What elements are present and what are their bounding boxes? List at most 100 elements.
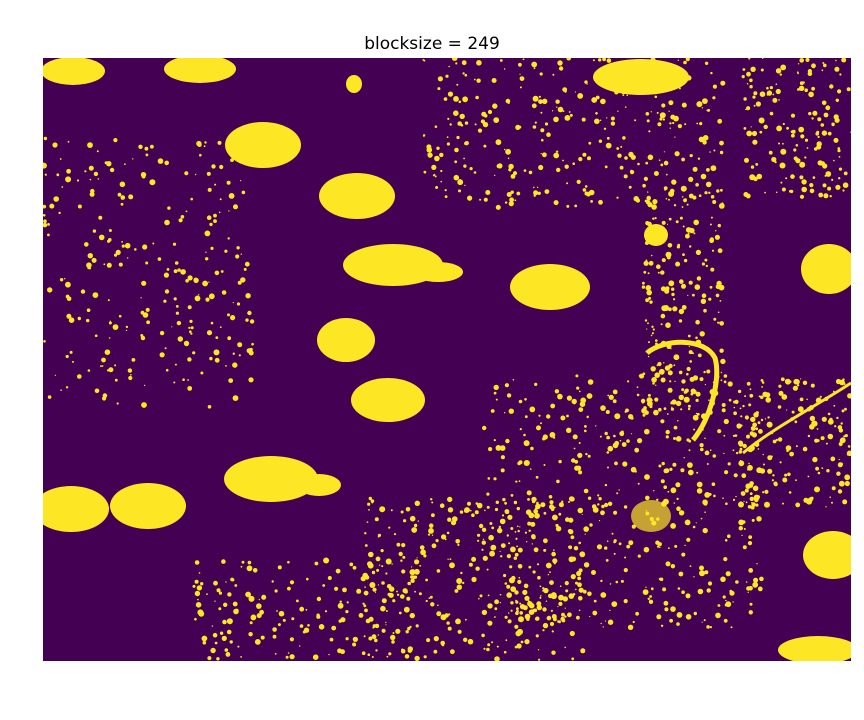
speckle <box>654 217 657 220</box>
speckle <box>649 300 653 304</box>
speckle <box>838 458 840 461</box>
speckle <box>435 186 439 189</box>
speckle <box>274 653 277 655</box>
speckle <box>700 173 707 180</box>
speckle <box>722 595 726 599</box>
speckle <box>839 440 841 442</box>
speckle <box>192 351 196 355</box>
speckle <box>652 382 655 385</box>
speckle <box>704 258 708 262</box>
speckle <box>235 254 240 259</box>
speckle-regions <box>43 58 851 661</box>
speckle <box>544 189 550 195</box>
speckle <box>720 576 726 583</box>
speckle <box>427 533 431 536</box>
speckle <box>91 257 97 263</box>
speckle <box>552 514 558 521</box>
speckle <box>660 377 666 383</box>
speckle <box>489 603 492 606</box>
speckle <box>494 507 499 512</box>
speckle <box>779 73 782 76</box>
speckle <box>798 85 805 91</box>
speckle <box>772 97 778 103</box>
speckle <box>566 395 573 401</box>
speckle <box>65 386 69 389</box>
speckle <box>233 608 239 615</box>
speckle <box>125 325 129 329</box>
speckle <box>400 648 406 654</box>
speckle <box>453 174 460 181</box>
speckle <box>666 255 671 260</box>
speckle <box>709 223 712 226</box>
speckle <box>610 116 615 121</box>
speckle <box>479 594 483 598</box>
speckle <box>447 117 450 120</box>
speckle <box>695 391 701 397</box>
speckle <box>189 330 192 334</box>
speckle <box>182 378 185 382</box>
speckle <box>417 520 419 522</box>
speckle <box>195 602 202 608</box>
speckle <box>245 591 252 598</box>
speckle <box>593 599 597 603</box>
speckle <box>584 429 587 433</box>
speckle <box>461 60 467 66</box>
speckle <box>643 270 647 274</box>
speckle <box>538 414 541 417</box>
speckle <box>549 432 556 438</box>
speckle <box>708 399 710 402</box>
speckle <box>578 407 584 412</box>
speckle <box>840 422 843 425</box>
speckle <box>213 580 218 586</box>
speckle <box>742 404 745 408</box>
speckle <box>808 111 812 116</box>
speckle <box>377 584 380 586</box>
speckle <box>230 315 236 321</box>
speckle <box>537 191 541 195</box>
speckle <box>519 611 523 615</box>
speckle <box>764 418 767 420</box>
speckle <box>668 110 670 112</box>
speckle <box>388 652 392 656</box>
speckle <box>522 589 528 596</box>
speckle <box>769 86 774 90</box>
speckle <box>558 66 564 71</box>
speckle <box>441 534 447 540</box>
speckle <box>474 510 479 515</box>
speckle <box>217 140 222 145</box>
speckle <box>826 469 830 473</box>
blob <box>631 500 671 532</box>
speckle <box>101 365 104 367</box>
blob <box>225 122 301 168</box>
speckle <box>219 164 224 170</box>
speckle <box>837 379 839 381</box>
speckle <box>760 418 764 422</box>
speckle <box>243 267 247 271</box>
speckle <box>214 641 218 645</box>
speckle <box>335 568 341 574</box>
speckle <box>163 272 169 278</box>
speckle <box>479 198 482 201</box>
speckle <box>463 637 468 642</box>
speckle <box>835 59 837 62</box>
speckle <box>244 261 250 267</box>
speckle <box>207 187 212 192</box>
speckle <box>607 466 609 469</box>
speckle <box>528 170 533 175</box>
speckle <box>738 519 745 526</box>
speckle <box>509 197 514 203</box>
speckle <box>502 497 506 502</box>
speckle <box>717 118 723 124</box>
blob <box>110 483 186 529</box>
speckle <box>611 532 614 535</box>
speckle <box>367 653 371 656</box>
speckle <box>651 368 654 371</box>
speckle <box>558 512 562 516</box>
blob <box>224 456 318 502</box>
speckle <box>200 371 204 375</box>
speckle <box>510 586 517 592</box>
speckle <box>522 58 525 61</box>
speckle <box>797 406 804 413</box>
speckle <box>232 352 235 355</box>
speckle <box>316 596 322 602</box>
